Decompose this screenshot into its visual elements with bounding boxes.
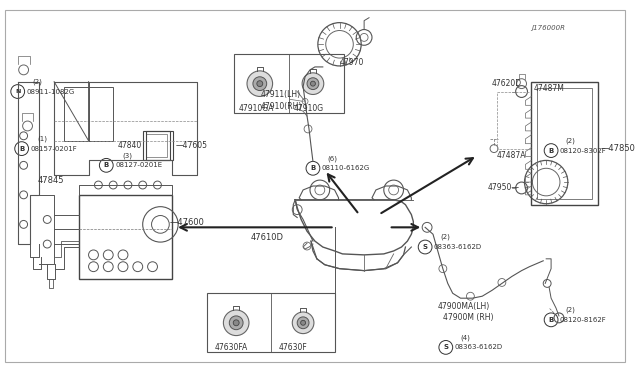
Bar bbox=[79, 195, 172, 279]
Text: 47950—: 47950— bbox=[487, 183, 519, 192]
Text: B: B bbox=[310, 165, 316, 171]
Text: N: N bbox=[15, 89, 20, 94]
Text: 08157-0201F: 08157-0201F bbox=[31, 145, 77, 152]
Text: B: B bbox=[104, 162, 109, 169]
Circle shape bbox=[223, 310, 249, 336]
Text: 08120-8302F: 08120-8302F bbox=[560, 148, 607, 154]
Circle shape bbox=[229, 316, 243, 330]
Bar bbox=[207, 293, 335, 352]
Text: J176000R: J176000R bbox=[531, 25, 565, 31]
Text: (2): (2) bbox=[440, 234, 450, 240]
Text: 08110-6162G: 08110-6162G bbox=[322, 165, 370, 171]
Text: 47910(RH): 47910(RH) bbox=[260, 102, 302, 111]
Circle shape bbox=[233, 320, 239, 326]
Text: (2): (2) bbox=[566, 138, 576, 144]
Bar bbox=[146, 131, 173, 160]
Text: 47911(LH): 47911(LH) bbox=[260, 90, 301, 99]
Text: 47630FA: 47630FA bbox=[214, 343, 248, 352]
Circle shape bbox=[301, 320, 305, 325]
Text: —47605: —47605 bbox=[175, 141, 207, 150]
Circle shape bbox=[302, 73, 324, 94]
Bar bbox=[531, 82, 598, 205]
Circle shape bbox=[310, 81, 316, 86]
Text: S: S bbox=[422, 244, 428, 250]
Text: 08120-8162F: 08120-8162F bbox=[560, 317, 607, 323]
Text: 47970: 47970 bbox=[339, 58, 364, 67]
Text: 47900M (RH): 47900M (RH) bbox=[443, 313, 493, 323]
Text: —47850: —47850 bbox=[600, 144, 635, 153]
Text: (2): (2) bbox=[33, 78, 42, 85]
Text: 08363-6162D: 08363-6162D bbox=[434, 244, 482, 250]
Text: S: S bbox=[444, 344, 448, 350]
Text: B: B bbox=[548, 317, 554, 323]
Text: B: B bbox=[548, 148, 554, 154]
Bar bbox=[538, 87, 593, 199]
Text: 47900MA(LH): 47900MA(LH) bbox=[438, 302, 490, 311]
Circle shape bbox=[247, 71, 273, 96]
Bar bbox=[143, 131, 170, 160]
Text: (2): (2) bbox=[566, 307, 576, 313]
Text: 47910GA: 47910GA bbox=[238, 104, 273, 113]
Text: 47840: 47840 bbox=[118, 141, 142, 150]
Circle shape bbox=[253, 77, 267, 90]
Text: 47487M: 47487M bbox=[533, 84, 564, 93]
Bar bbox=[234, 54, 344, 113]
Bar bbox=[64, 87, 113, 141]
Bar bbox=[146, 134, 167, 157]
Circle shape bbox=[292, 312, 314, 334]
Text: 47620D: 47620D bbox=[492, 79, 522, 88]
Text: 08911-1082G: 08911-1082G bbox=[27, 89, 75, 94]
Text: 47845: 47845 bbox=[37, 176, 64, 185]
Text: 47630F: 47630F bbox=[278, 343, 307, 352]
Text: 08363-6162D: 08363-6162D bbox=[454, 344, 503, 350]
Text: 47487A: 47487A bbox=[497, 151, 527, 160]
Circle shape bbox=[257, 81, 263, 87]
Text: (3): (3) bbox=[122, 152, 132, 159]
Text: 08127-0201E: 08127-0201E bbox=[115, 162, 163, 169]
Text: B: B bbox=[19, 145, 24, 152]
Text: 47910G: 47910G bbox=[293, 104, 323, 113]
Text: (4): (4) bbox=[461, 334, 470, 341]
Text: —47600: —47600 bbox=[169, 218, 204, 227]
Text: 47610D: 47610D bbox=[251, 232, 284, 242]
Text: (1): (1) bbox=[37, 135, 47, 142]
Circle shape bbox=[307, 78, 319, 90]
Circle shape bbox=[297, 317, 309, 329]
Text: (6): (6) bbox=[328, 155, 338, 162]
